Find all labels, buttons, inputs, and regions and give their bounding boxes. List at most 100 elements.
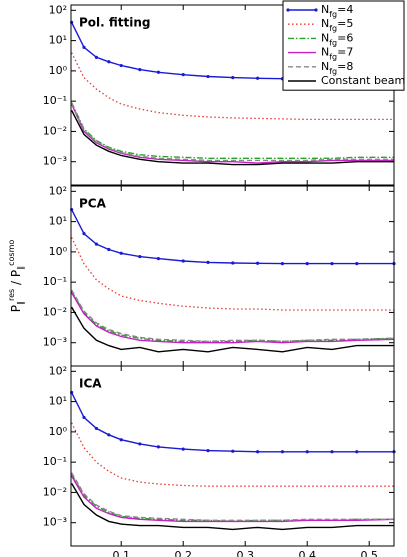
marker xyxy=(330,450,334,454)
marker xyxy=(280,262,285,266)
series-line xyxy=(70,482,394,531)
marker xyxy=(305,450,309,454)
marker xyxy=(138,68,142,72)
y-tick-label: 10⁰ xyxy=(49,245,68,258)
panel-title: PCA xyxy=(79,197,107,211)
series-line xyxy=(70,289,395,343)
y-tick-label: 10⁻² xyxy=(43,485,67,498)
marker xyxy=(181,259,185,263)
y-tick-label: 10² xyxy=(49,364,67,377)
marker xyxy=(355,450,359,454)
y-tick-label: 10⁻³ xyxy=(43,516,67,529)
y-tick-label: 10⁻² xyxy=(43,124,67,137)
marker xyxy=(70,20,74,24)
plot-frame xyxy=(70,365,395,547)
y-tick-label: 10¹ xyxy=(49,395,67,408)
marker xyxy=(94,426,99,431)
legend-label: Nfg=4 xyxy=(321,3,353,19)
marker xyxy=(156,445,161,449)
series-line xyxy=(70,102,394,159)
y-tick-label: 10⁻² xyxy=(43,305,67,318)
x-tick-label: 0.1 xyxy=(112,549,130,557)
marker xyxy=(256,450,260,454)
marker xyxy=(206,260,210,264)
legend-label: Nfg=5 xyxy=(321,17,353,33)
panel: 10⁻³10⁻²10⁻¹10⁰10¹10²0.10.20.30.40.5ICAk… xyxy=(43,364,396,557)
y-tick-label: 10⁻¹ xyxy=(43,455,67,468)
marker xyxy=(138,254,142,259)
legend-label: Constant beam xyxy=(321,74,405,87)
panel-title: ICA xyxy=(79,377,102,391)
series-line xyxy=(70,209,394,265)
panel-title: Pol. fitting xyxy=(79,16,151,30)
panel: 10⁻³ 10⁻² 10⁻¹ 10⁰ 10¹ 10² PCA P∥res / P∥cosmo xyxy=(7,184,396,367)
marker xyxy=(70,390,74,395)
y-tick-label: 10¹ xyxy=(49,34,67,47)
marker xyxy=(82,232,86,236)
y-tick-label: 10⁻³ xyxy=(43,336,67,349)
legend-label: Nfg=7 xyxy=(321,46,353,62)
marker xyxy=(330,262,334,266)
marker xyxy=(231,261,235,265)
series-line xyxy=(70,473,394,523)
legend-box xyxy=(282,0,405,91)
marker xyxy=(355,262,359,266)
y-tick-label: 10⁻¹ xyxy=(43,275,67,288)
x-tick-label: 0.5 xyxy=(360,549,378,557)
series-line xyxy=(70,392,394,453)
y-axis-label: P∥res / P∥cosmo xyxy=(7,240,25,313)
x-tick-label: 0.2 xyxy=(174,549,192,557)
marker xyxy=(256,76,260,80)
series-line xyxy=(70,103,394,162)
series-line xyxy=(71,422,394,487)
marker xyxy=(181,73,185,77)
y-tick-label: 10² xyxy=(49,184,67,197)
marker xyxy=(156,256,161,261)
x-tick-label: 0.3 xyxy=(236,549,254,557)
legend-label: Nfg=6 xyxy=(321,31,353,47)
marker xyxy=(280,450,285,454)
series-line xyxy=(70,475,395,523)
legend-label: Nfg=8 xyxy=(321,60,353,76)
x-tick-label: 0.4 xyxy=(298,549,316,557)
plot-frame xyxy=(70,185,395,367)
marker xyxy=(231,449,235,453)
marker xyxy=(138,442,142,446)
y-tick-label: 10⁰ xyxy=(49,425,68,438)
marker xyxy=(305,262,309,266)
marker xyxy=(119,63,123,68)
series-line xyxy=(70,109,394,166)
marker xyxy=(119,438,123,442)
marker xyxy=(231,75,235,80)
marker xyxy=(206,449,210,453)
marker xyxy=(206,74,210,79)
series-line xyxy=(71,52,394,121)
series-line xyxy=(70,472,394,521)
plot-frame xyxy=(70,4,395,186)
marker xyxy=(94,55,99,59)
marker xyxy=(256,261,260,265)
marker xyxy=(107,247,111,252)
series-line xyxy=(70,292,395,344)
y-tick-label: 10⁻³ xyxy=(43,155,67,168)
legend-marker xyxy=(286,8,290,12)
series-line xyxy=(70,103,394,164)
marker xyxy=(156,70,161,74)
y-tick-label: 10⁻¹ xyxy=(43,94,67,107)
marker xyxy=(107,433,111,437)
marker xyxy=(107,60,111,64)
series-line xyxy=(71,237,394,311)
marker xyxy=(82,45,86,49)
marker xyxy=(181,447,185,451)
y-tick-label: 10⁰ xyxy=(49,64,68,77)
series-line xyxy=(70,306,394,353)
legend-marker xyxy=(314,8,318,12)
y-tick-label: 10¹ xyxy=(49,215,67,228)
marker xyxy=(82,415,86,420)
marker xyxy=(119,251,123,255)
marker xyxy=(70,207,74,212)
y-tick-label: 10² xyxy=(49,3,67,16)
marker xyxy=(94,242,99,246)
